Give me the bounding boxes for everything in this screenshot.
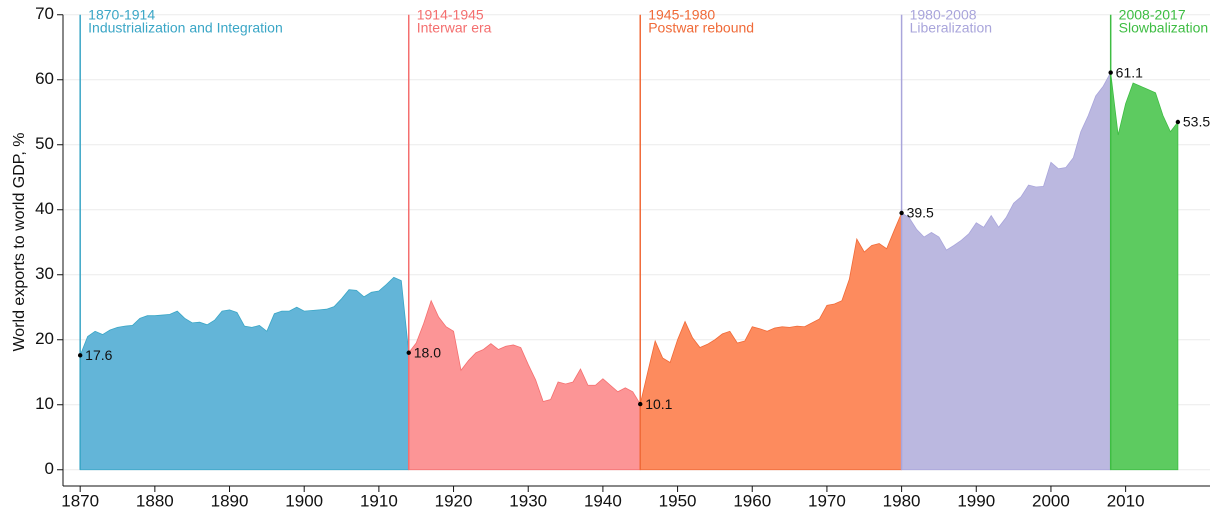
x-tick-label: 1980 bbox=[883, 491, 921, 510]
y-tick-label: 40 bbox=[35, 199, 54, 218]
x-tick-label: 1940 bbox=[584, 491, 622, 510]
point-label: 17.6 bbox=[85, 347, 112, 363]
point-label: 18.0 bbox=[414, 344, 441, 360]
era-description: Industrialization and Integration bbox=[88, 20, 283, 36]
boundary-point bbox=[1108, 70, 1113, 75]
x-tick-label: 1990 bbox=[957, 491, 995, 510]
x-tick-label: 1910 bbox=[360, 491, 398, 510]
x-tick-label: 1880 bbox=[136, 491, 174, 510]
y-tick-label: 10 bbox=[35, 394, 54, 413]
era-label: 1945-1980 bbox=[648, 7, 715, 23]
boundary-point bbox=[77, 353, 83, 358]
point-label: 10.1 bbox=[645, 396, 672, 412]
area bbox=[408, 299, 641, 471]
era-label: 1914-1945 bbox=[417, 7, 484, 23]
x-tick-label: 1890 bbox=[211, 491, 249, 510]
area bbox=[79, 276, 410, 471]
era-label: 1870-1914 bbox=[88, 7, 155, 23]
boundary-point bbox=[638, 401, 643, 407]
era-description: Interwar era bbox=[417, 20, 492, 36]
y-tick-label: 30 bbox=[35, 264, 54, 283]
x-tick-label: 1960 bbox=[733, 491, 771, 510]
x-tick-label: 1870 bbox=[61, 491, 99, 510]
y-tick-label: 20 bbox=[35, 329, 54, 348]
area bbox=[639, 212, 902, 471]
era-description: Postwar rebound bbox=[648, 20, 754, 36]
y-tick-label: 0 bbox=[45, 459, 54, 478]
era-label: 2008-2017 bbox=[1119, 7, 1186, 23]
boundary-point bbox=[406, 350, 411, 355]
x-tick-label: 2000 bbox=[1032, 491, 1070, 510]
point-label: 39.5 bbox=[907, 205, 934, 221]
era-label: 1980-2008 bbox=[910, 7, 977, 23]
y-tick-label: 70 bbox=[35, 4, 54, 23]
y-axis-title: World exports to world GDP, % bbox=[11, 132, 28, 351]
x-tick-label: 1930 bbox=[509, 491, 547, 510]
boundary-point bbox=[899, 210, 904, 216]
x-tick-label: 1920 bbox=[435, 491, 473, 510]
area bbox=[1110, 72, 1179, 471]
x-tick-label: 2010 bbox=[1107, 491, 1145, 510]
era-description: Liberalization bbox=[910, 20, 993, 36]
point-label: 61.1 bbox=[1116, 64, 1143, 80]
y-tick-label: 60 bbox=[35, 69, 54, 88]
era-description: Slowbalization bbox=[1119, 20, 1209, 36]
area bbox=[901, 72, 1112, 471]
x-tick-label: 1900 bbox=[285, 491, 323, 510]
boundary-point bbox=[1175, 119, 1181, 125]
x-tick-label: 1970 bbox=[808, 491, 846, 510]
point-label: 53.5 bbox=[1183, 114, 1210, 130]
x-tick-label: 1950 bbox=[659, 491, 697, 510]
y-tick-label: 50 bbox=[35, 134, 54, 153]
